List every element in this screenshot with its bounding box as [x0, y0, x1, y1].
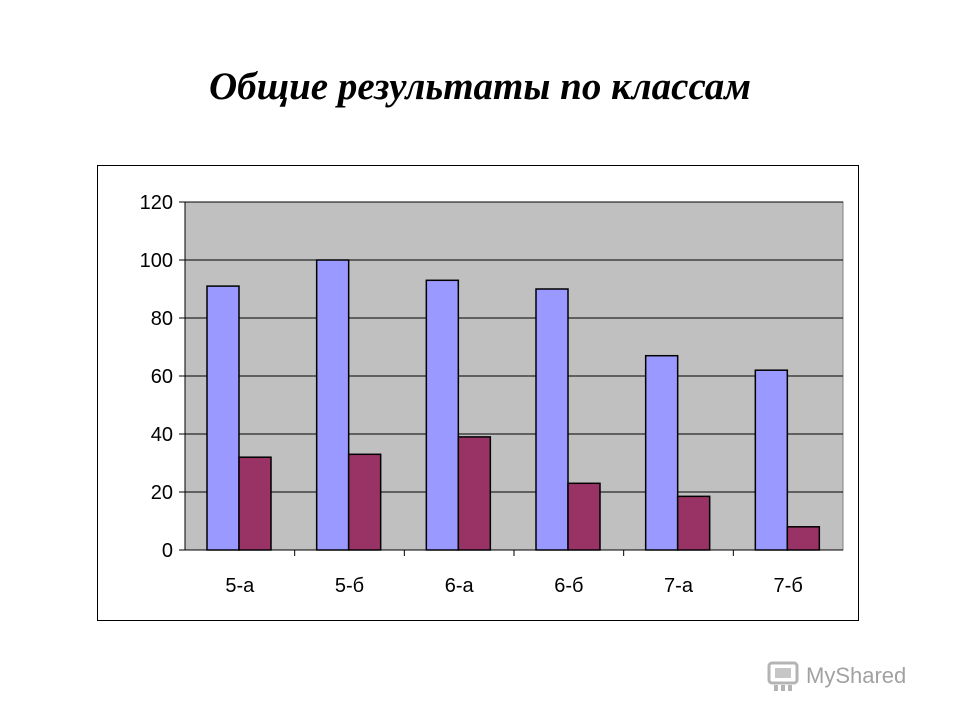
bar-series-2	[786, 526, 821, 551]
bars	[206, 259, 821, 551]
axes	[179, 201, 843, 556]
x-tick-label: 5-а	[225, 575, 255, 597]
watermark: MyShared	[766, 656, 906, 696]
x-tick-label: 7-а	[664, 575, 694, 597]
mystared-logo-icon	[767, 661, 799, 691]
x-tick-label: 6-б	[554, 575, 583, 597]
x-tick-label: 6-а	[445, 575, 475, 597]
y-tick-label: 100	[140, 250, 173, 272]
y-tick-label: 20	[151, 482, 173, 504]
bar-series-1	[315, 259, 350, 551]
bar-chart: 0 20 40 60 80 100 120 5-а 5-б 6-а 6-б 7-а 7-б	[140, 192, 844, 597]
y-tick-label: 80	[151, 308, 173, 330]
y-tick-label: 120	[140, 192, 173, 214]
x-tick-label: 5-б	[335, 575, 364, 597]
bar-series-1	[206, 285, 240, 551]
bar-series-2	[457, 436, 492, 551]
chart-frame: 0 20 40 60 80 100 120 5-а 5-б 6-а 6-б 7-а 7-б	[97, 165, 859, 621]
slide-title: Общие результаты по классам	[208, 65, 752, 108]
gridlines	[185, 201, 843, 493]
y-tick-label: 40	[151, 424, 173, 446]
y-tick-labels: 0 20 40 60 80 100 120	[140, 192, 173, 562]
x-tick-labels: 5-а 5-б 6-а 6-б 7-а 7-б	[225, 575, 802, 597]
bar-series-1	[754, 369, 789, 551]
bar-series-2	[567, 482, 601, 551]
y-tick-label: 0	[162, 540, 173, 562]
y-tick-label: 60	[151, 366, 173, 388]
bar-series-2	[676, 495, 711, 551]
x-tick-label: 7-б	[774, 575, 803, 597]
bar-series-1	[535, 288, 569, 551]
bar-series-1	[644, 354, 679, 551]
bar-series-2	[238, 456, 272, 551]
bar-series-2	[347, 453, 382, 551]
bar-series-1	[425, 279, 460, 551]
watermark-text: MyShared	[806, 663, 907, 688]
